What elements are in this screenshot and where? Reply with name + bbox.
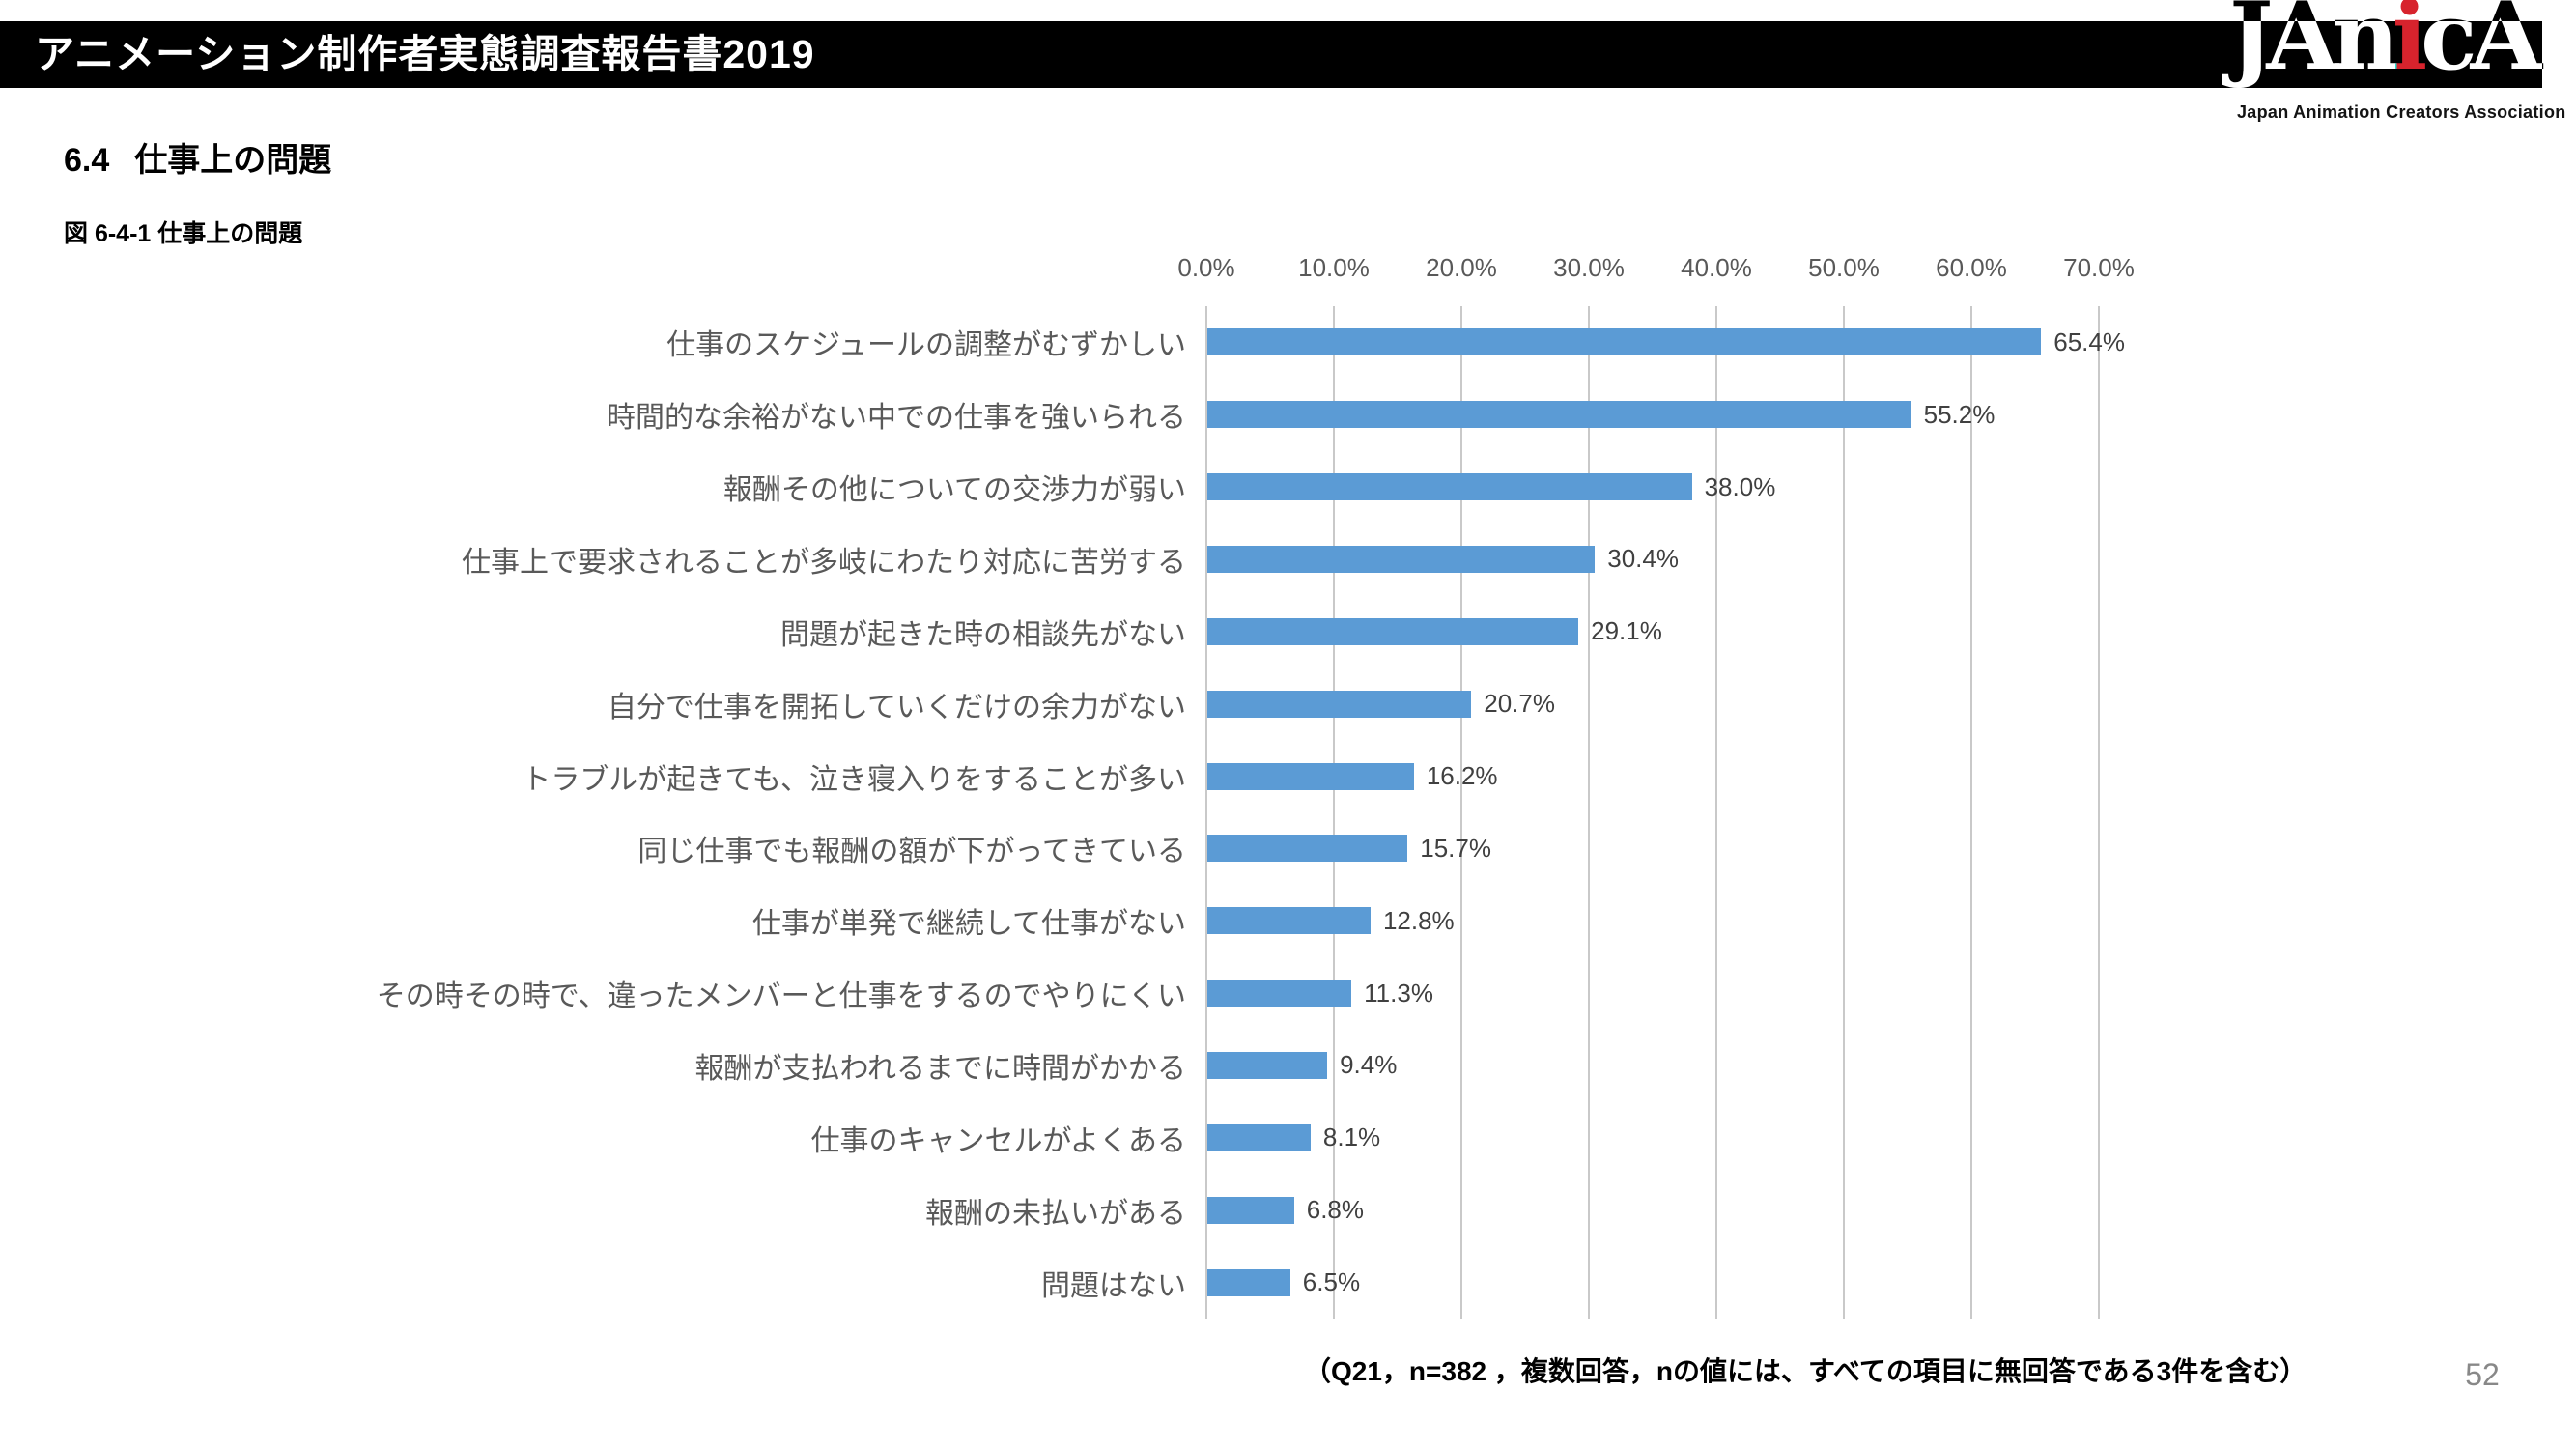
category-label: 問題が起きた時の相談先がない	[780, 618, 1186, 651]
bar	[1207, 1123, 1311, 1151]
gridline	[1460, 306, 1462, 1319]
bar	[1207, 980, 1352, 1008]
value-label: 38.0%	[1704, 471, 1776, 501]
value-label: 12.8%	[1382, 905, 1455, 935]
bar	[1207, 401, 1911, 429]
janica-logo-text: JAnicA	[2229, 0, 2542, 83]
value-label: 65.4%	[2053, 327, 2125, 356]
value-label: 15.7%	[1420, 833, 1491, 863]
bar	[1207, 473, 1692, 501]
logo-letters-white-1: JAn	[2229, 0, 2399, 91]
bar	[1207, 835, 1408, 863]
gridline	[1715, 306, 1717, 1319]
logo-letters-white-2: cA	[2420, 0, 2542, 91]
category-label: 仕事が単発で継続して仕事がない	[751, 908, 1186, 941]
value-label: 29.1%	[1591, 616, 1662, 646]
value-label: 20.7%	[1484, 689, 1555, 719]
category-label: 仕事のスケジュールの調整がむずかしい	[666, 329, 1186, 362]
category-label: 仕事のキャンセルがよくある	[810, 1124, 1187, 1157]
bar	[1207, 690, 1472, 718]
category-label: 問題はない	[1041, 1269, 1186, 1302]
x-axis-tick: 70.0%	[2063, 253, 2135, 282]
bar	[1207, 1051, 1328, 1079]
category-label: 報酬の未払いがある	[925, 1197, 1186, 1230]
janica-logo: JAnicA Japan Animation Creators Associat…	[2212, 0, 2576, 145]
bar	[1207, 617, 1579, 645]
value-label: 6.8%	[1306, 1195, 1365, 1225]
survey-footnote: （Q21，n=382 ，複数回答，nの値には、すべての項目に無回答である3件を含…	[1304, 1356, 2307, 1386]
bar	[1207, 545, 1596, 573]
section-title: 6.4 仕事上の問題	[64, 133, 331, 181]
category-label: その時その時で、違ったメンバーと仕事をするのでやりにくい	[376, 980, 1186, 1013]
figure-caption: 図 6-4-1 仕事上の問題	[64, 220, 303, 247]
page-number: 52	[2465, 1357, 2500, 1392]
x-axis-tick: 10.0%	[1298, 253, 1370, 282]
bar	[1207, 907, 1371, 935]
x-axis-tick: 0.0%	[1177, 253, 1235, 282]
x-axis-tick: 60.0%	[1936, 253, 2007, 282]
x-axis-tick: 20.0%	[1426, 253, 1497, 282]
bar	[1207, 1268, 1290, 1296]
section-title-text: 仕事上の問題	[134, 142, 332, 179]
value-label: 6.5%	[1302, 1267, 1361, 1297]
category-label: 仕事上で要求されることが多岐にわたり対応に苦労する	[462, 546, 1186, 579]
value-label: 16.2%	[1426, 761, 1498, 791]
value-label: 9.4%	[1340, 1050, 1398, 1080]
bar	[1207, 328, 2042, 356]
x-axis-tick: 50.0%	[1808, 253, 1880, 282]
gridline	[2098, 306, 2100, 1319]
value-label: 11.3%	[1364, 978, 1433, 1008]
gridline	[1588, 306, 1590, 1319]
header-bar: アニメーション制作者実態調査報告書2019	[0, 21, 2542, 88]
category-label: 報酬が支払われるまでに時間がかかる	[694, 1052, 1187, 1085]
gridline	[1333, 306, 1335, 1319]
category-label: 報酬その他についての交渉力が弱い	[722, 474, 1186, 507]
x-axis-tick: 40.0%	[1681, 253, 1752, 282]
report-title: アニメーション制作者実態調査報告書2019	[35, 32, 815, 76]
category-label: 自分で仕事を開拓していくだけの余力がない	[607, 691, 1186, 724]
value-label: 55.2%	[1923, 399, 1996, 429]
category-label: 同じ仕事でも報酬の額が下がってきている	[637, 836, 1186, 868]
gridline	[1970, 306, 1972, 1319]
gridline	[1843, 306, 1845, 1319]
category-label: 時間的な余裕がない中での仕事を強いられる	[607, 402, 1186, 435]
value-label: 30.4%	[1607, 544, 1679, 574]
bar	[1207, 1196, 1294, 1224]
x-axis-tick: 30.0%	[1553, 253, 1625, 282]
janica-logo-tagline: Japan Animation Creators Association	[2237, 102, 2566, 122]
value-label: 8.1%	[1322, 1122, 1381, 1152]
category-label: トラブルが起きても、泣き寝入りをすることが多い	[522, 763, 1186, 796]
section-number: 6.4	[64, 142, 110, 179]
gridline	[1205, 306, 1207, 1319]
bar	[1207, 762, 1414, 790]
